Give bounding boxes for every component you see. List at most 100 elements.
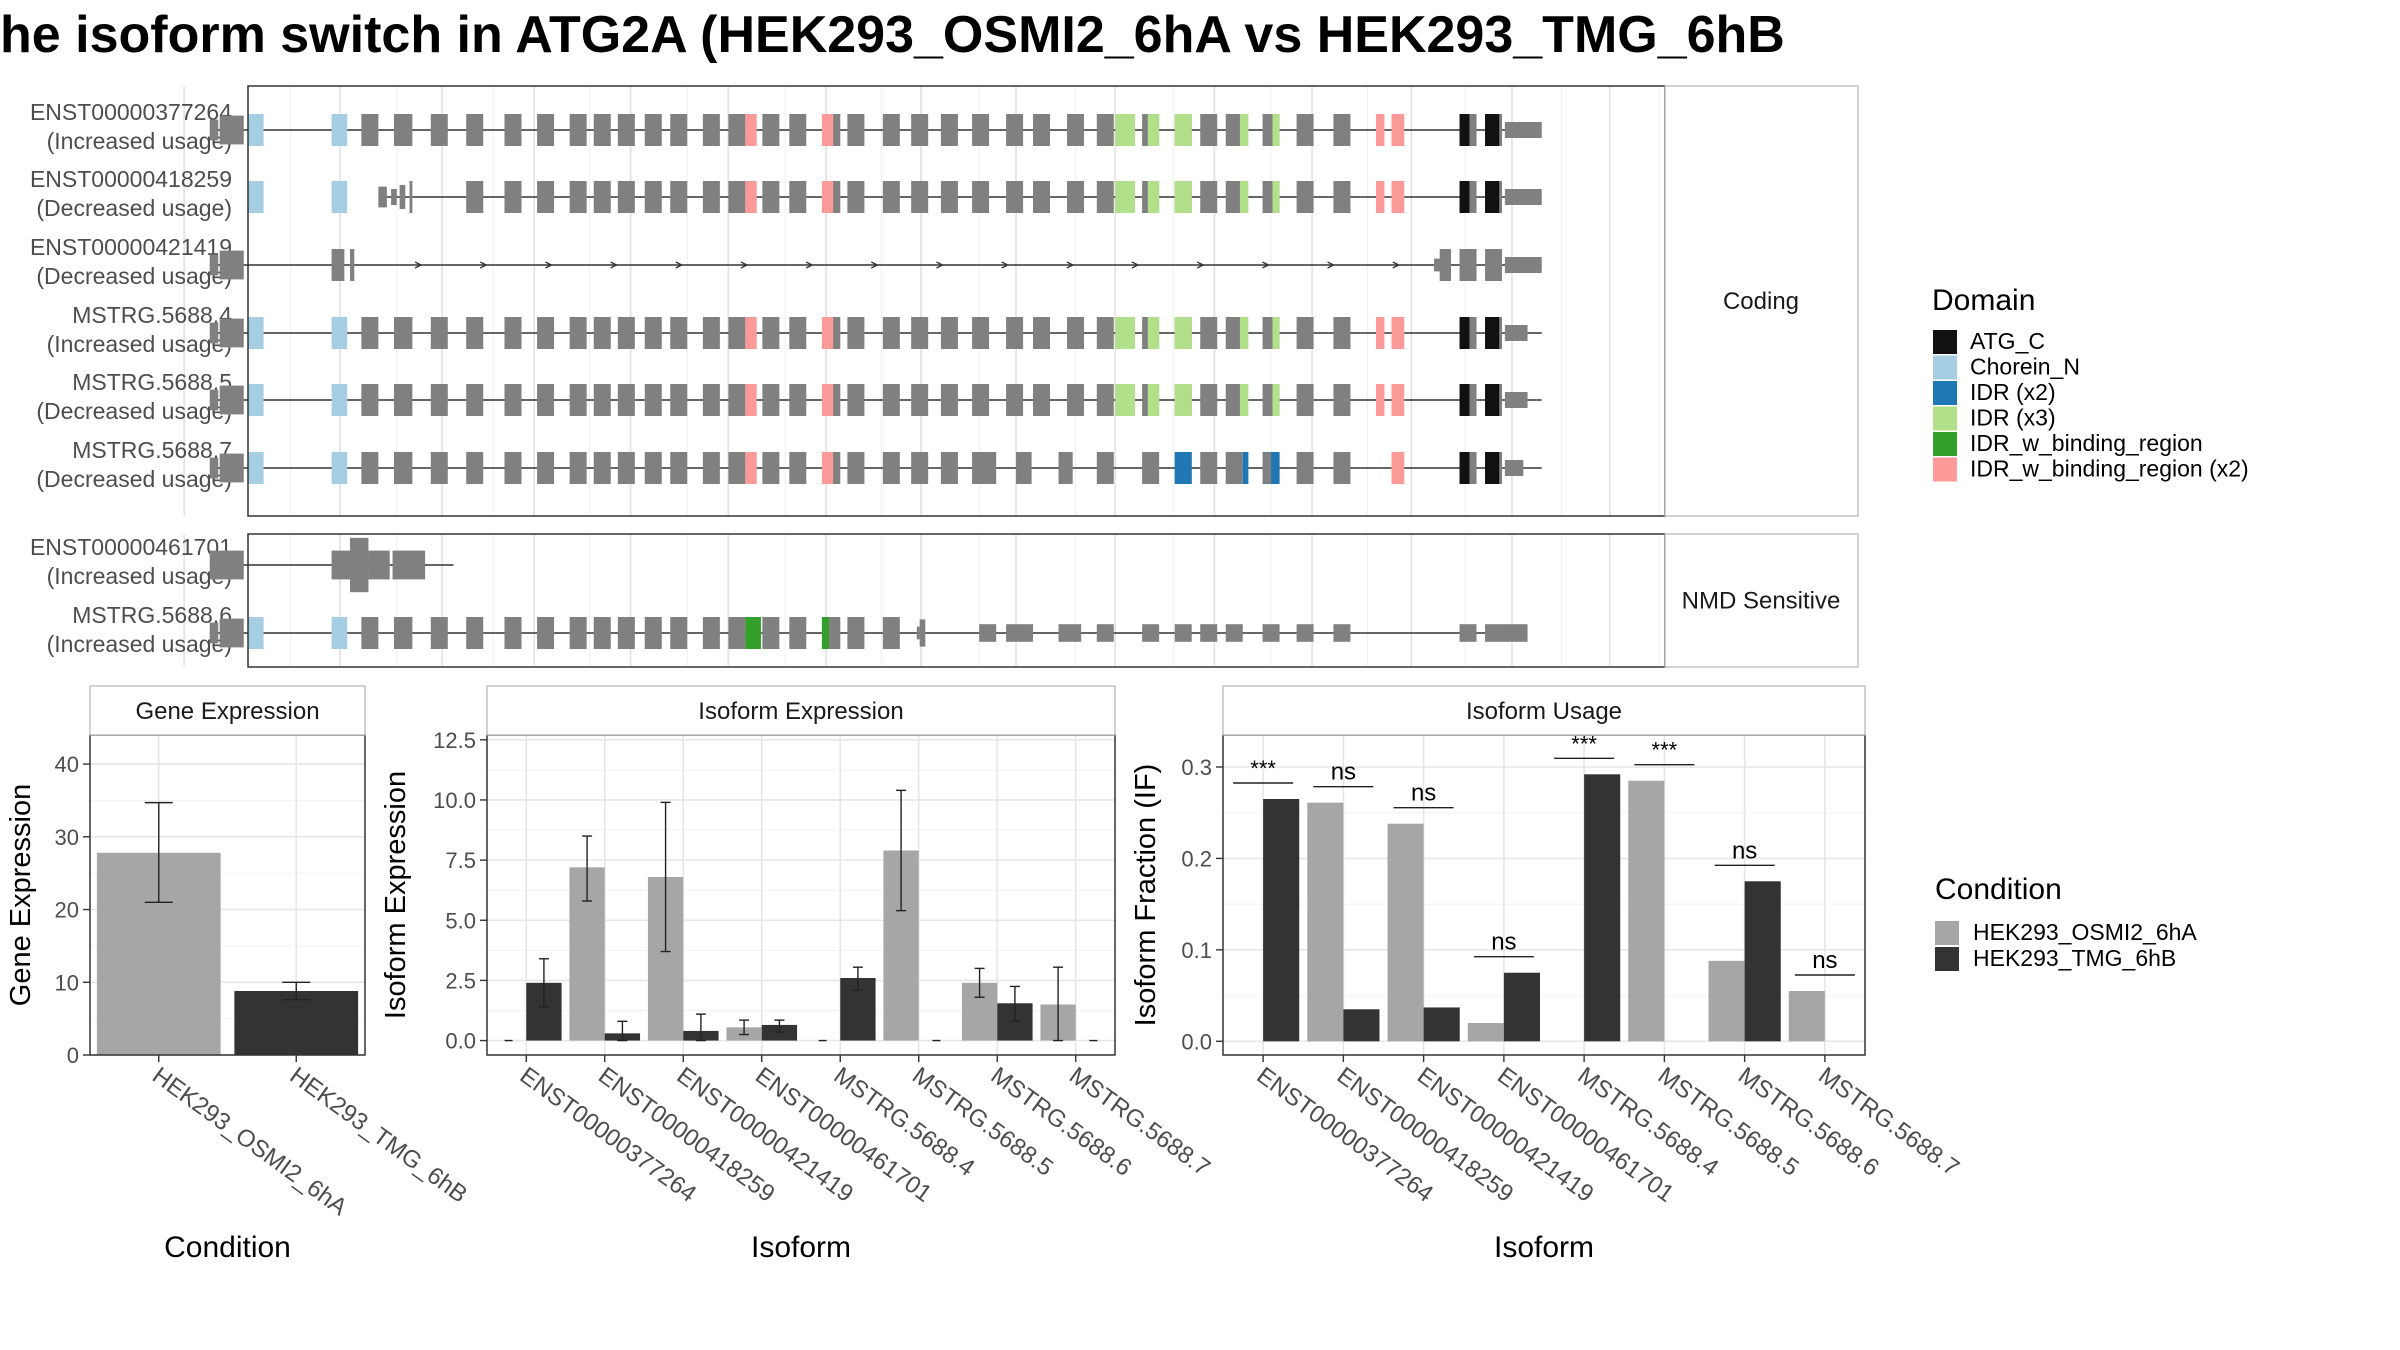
exon <box>911 452 929 484</box>
isoform-structure-panel: ENST00000377264 (Increased usage) ENST0000… <box>30 85 1859 668</box>
strand-arrow <box>414 261 423 269</box>
exon <box>399 185 406 209</box>
exon <box>1200 114 1218 146</box>
y-axis-title: Isoform Expression <box>380 771 412 1019</box>
facet-strip-label: NMD Sensitive <box>1682 588 1841 615</box>
exon <box>393 114 413 146</box>
y-axis-title: Gene Expression <box>5 784 37 1006</box>
transcript-id-label: MSTRG.5688.7 <box>72 437 232 463</box>
strand-arrow <box>1327 261 1336 269</box>
exon <box>789 181 807 213</box>
domain-segment <box>248 317 264 349</box>
exon <box>504 317 522 349</box>
exon <box>409 181 413 213</box>
domain-segment <box>248 181 264 213</box>
exon <box>882 317 900 349</box>
domain-segment <box>1391 452 1405 484</box>
exon <box>882 114 900 146</box>
domain-segment <box>1272 384 1280 416</box>
domain-segment <box>1239 114 1249 146</box>
exon <box>1296 384 1314 416</box>
strand-arrow <box>1392 261 1401 269</box>
condition-legend-key <box>1935 947 1959 971</box>
exon <box>1096 317 1114 349</box>
exon <box>789 384 807 416</box>
exon <box>762 617 780 649</box>
exon <box>1333 114 1351 146</box>
y-tick-label: 5.0 <box>445 908 476 933</box>
exon <box>1296 181 1314 213</box>
exon <box>392 550 426 580</box>
exon <box>940 317 958 349</box>
exon <box>617 384 635 416</box>
exon <box>1006 317 1024 349</box>
exon <box>430 384 448 416</box>
domain-segment <box>1115 317 1136 349</box>
exon <box>1033 317 1051 349</box>
domain-segment <box>1272 317 1280 349</box>
exon <box>1200 452 1218 484</box>
exon <box>1296 114 1314 146</box>
transcript-id-label: ENST00000461701 <box>30 534 232 560</box>
domain-segment <box>745 384 757 416</box>
domain-segment <box>1147 181 1160 213</box>
exon <box>882 452 900 484</box>
strand-arrow <box>1001 261 1010 269</box>
exon <box>1200 317 1218 349</box>
exon <box>644 384 662 416</box>
exon <box>728 384 746 416</box>
exon <box>593 452 611 484</box>
exon <box>209 119 219 141</box>
y-tick-label: 12.5 <box>433 728 476 753</box>
domain-segment <box>1391 384 1405 416</box>
exon <box>537 181 555 213</box>
bar <box>1584 774 1621 1042</box>
exon <box>537 452 555 484</box>
exon <box>1016 452 1032 484</box>
bar <box>1307 802 1344 1042</box>
domain-segment <box>1147 114 1160 146</box>
domain-segment <box>1271 452 1280 484</box>
domain-segment <box>1174 114 1192 146</box>
exon <box>593 617 611 649</box>
domain-segment <box>745 181 757 213</box>
exon <box>670 317 688 349</box>
usage-label: (Increased usage) <box>47 631 232 657</box>
exon <box>209 622 219 644</box>
exon <box>1200 624 1218 642</box>
domain-segment <box>1391 181 1405 213</box>
exon <box>1096 384 1114 416</box>
y-tick-label: 20 <box>55 898 79 923</box>
domain-legend-key <box>1933 355 1957 380</box>
transcript-id-label: MSTRG.5688.4 <box>72 302 232 328</box>
x-tick-label: MSTRG.5688.7 <box>1064 1062 1215 1182</box>
exon <box>391 189 397 205</box>
exon <box>466 317 484 349</box>
facet-strip <box>1664 533 1859 668</box>
exon <box>1504 122 1542 138</box>
domain-segment <box>821 317 834 349</box>
exon <box>430 114 448 146</box>
domain-segment <box>1485 384 1500 416</box>
exon <box>1333 317 1351 349</box>
domain-legend-label: Chorein_N <box>1970 354 2080 380</box>
exon <box>1033 384 1051 416</box>
exon <box>911 114 929 146</box>
strand-arrow <box>479 261 488 269</box>
exon <box>219 250 244 280</box>
strand-arrow <box>610 261 619 269</box>
bar <box>1387 823 1424 1042</box>
y-tick-label: 10 <box>55 970 79 995</box>
exon <box>617 114 635 146</box>
exon <box>702 317 720 349</box>
exon <box>644 452 662 484</box>
exon <box>466 452 484 484</box>
exon <box>644 181 662 213</box>
exon <box>1058 452 1073 484</box>
exon <box>1439 249 1452 281</box>
domain-segment <box>248 384 264 416</box>
domain-segment <box>1459 384 1470 416</box>
usage-label: (Decreased usage) <box>36 195 232 221</box>
x-tick-label: MSTRG.5688.5 <box>907 1062 1058 1182</box>
